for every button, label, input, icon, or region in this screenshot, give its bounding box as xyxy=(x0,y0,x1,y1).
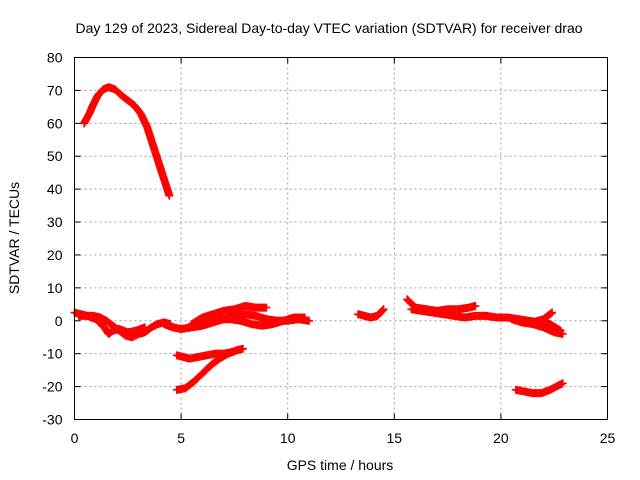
y-tick-label: -10 xyxy=(42,346,62,362)
series-arc-8 xyxy=(172,348,237,363)
y-tick-label: 60 xyxy=(47,115,63,131)
plot-frame xyxy=(74,57,608,420)
x-tick-label: 20 xyxy=(493,430,509,446)
x-tick-label: 25 xyxy=(600,430,616,446)
data-layer xyxy=(70,83,567,398)
data-point xyxy=(300,313,309,322)
y-tick-label: -30 xyxy=(42,412,62,428)
data-point xyxy=(165,191,174,200)
data-point xyxy=(378,306,387,315)
y-tick-label: -20 xyxy=(42,379,62,395)
y-tick-label: 20 xyxy=(47,247,63,263)
y-tick-label: 10 xyxy=(47,280,63,296)
x-axis-title: GPS time / hours xyxy=(287,457,394,473)
y-tick-label: 70 xyxy=(47,82,63,98)
tick-layer: 0 5 10 15 20 25 -30 -20 -10 0 10 20 30 40 50 60 70 80 xyxy=(42,50,615,447)
y-tick-label: 0 xyxy=(55,313,63,329)
data-point xyxy=(379,305,388,314)
data-point xyxy=(547,309,556,318)
series-arc-14 xyxy=(511,379,567,398)
x-tick-label: 15 xyxy=(387,430,403,446)
data-point xyxy=(262,303,271,312)
series-arc-3 xyxy=(74,311,149,338)
series-arc-13 xyxy=(518,318,567,338)
data-point xyxy=(238,344,247,353)
data-point xyxy=(228,348,237,357)
series-arc-6 xyxy=(194,313,309,330)
y-tick-label: 80 xyxy=(47,50,63,66)
data-point xyxy=(471,301,480,310)
series-arc-9 xyxy=(354,305,388,322)
data-point xyxy=(548,308,557,317)
grid-layer xyxy=(74,57,608,420)
x-tick-label: 5 xyxy=(177,430,185,446)
x-tick-label: 10 xyxy=(280,430,296,446)
chart-title: Day 129 of 2023, Sidereal Day-to-day VTE… xyxy=(75,20,582,36)
data-point xyxy=(558,379,567,388)
data-point xyxy=(558,329,567,338)
y-axis-title: SDTVAR / TECUs xyxy=(6,182,22,294)
y-tick-label: 50 xyxy=(47,148,63,164)
y-tick-label: 40 xyxy=(47,181,63,197)
data-point xyxy=(305,316,314,325)
y-tick-label: 30 xyxy=(47,214,63,230)
series-arc-1 xyxy=(80,83,174,200)
x-tick-label: 0 xyxy=(71,430,79,446)
data-point xyxy=(140,323,149,332)
